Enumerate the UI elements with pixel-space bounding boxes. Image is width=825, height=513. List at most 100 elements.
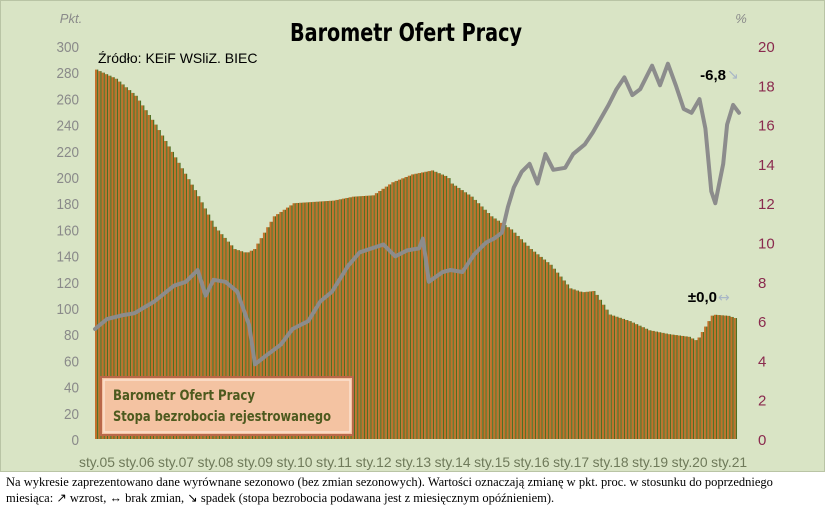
bar (262, 232, 265, 439)
bar (615, 316, 618, 439)
bar (723, 315, 726, 439)
bar (325, 201, 328, 439)
bar-stripe (485, 209, 487, 439)
bar (536, 254, 539, 439)
bar-stripe (554, 268, 556, 439)
bar (519, 239, 522, 439)
bar-stripe (353, 196, 356, 439)
left-tick-label: 60 (64, 353, 79, 370)
bar (486, 213, 489, 439)
bar-stripe (113, 77, 115, 439)
bar (480, 206, 483, 439)
right-tick-label: 4 (758, 353, 766, 370)
bar (401, 178, 404, 439)
bar-stripe (722, 315, 724, 439)
bar (335, 199, 338, 439)
x-tick-label: sty.06 (119, 454, 155, 470)
right-tick-label: 0 (758, 432, 766, 449)
bar (671, 334, 674, 439)
bar-stripe (735, 318, 738, 439)
bar-stripe (97, 69, 99, 439)
left-tick-label: 300 (57, 39, 80, 56)
bar (302, 202, 305, 439)
bar (144, 110, 147, 439)
bar-stripe (436, 171, 438, 439)
bar-stripe (432, 170, 435, 439)
bar-stripe (564, 280, 566, 439)
bar-stripe (327, 201, 329, 439)
bar (338, 199, 341, 439)
bar-stripe (525, 242, 527, 439)
bar (177, 162, 180, 439)
bar (490, 216, 493, 439)
bar (183, 173, 186, 439)
bar-stripe (116, 78, 119, 439)
bar-stripe (162, 135, 165, 439)
bar (555, 272, 558, 439)
bar (203, 208, 206, 439)
bar (220, 234, 223, 439)
x-tick-label: sty.13 (395, 454, 431, 470)
bar-stripe (370, 195, 372, 439)
bar-stripe (508, 227, 510, 439)
bar (552, 268, 555, 439)
bar (523, 242, 526, 439)
right-tick-label: 8 (758, 275, 766, 292)
bar-stripe (455, 185, 458, 439)
bar-stripe (284, 209, 286, 439)
x-tick-label: sty.14 (435, 454, 471, 470)
bar-stripe (120, 81, 122, 439)
bar (355, 196, 358, 439)
bar-stripe (185, 173, 188, 439)
bar-stripe (268, 227, 270, 439)
bar (351, 196, 354, 439)
bar (506, 227, 509, 439)
bar-stripe (297, 202, 300, 439)
bar-stripe (373, 195, 375, 439)
bar-stripe (538, 254, 540, 439)
bar-stripe (557, 272, 560, 439)
bar-stripe (406, 177, 408, 439)
bar-stripe (324, 201, 326, 439)
bar (226, 241, 229, 439)
bar-stripe (126, 87, 128, 439)
bar (463, 192, 466, 439)
bar (707, 321, 710, 439)
bar (272, 216, 275, 439)
bar (559, 276, 562, 439)
bar (493, 218, 496, 439)
bar (644, 328, 647, 439)
bar (618, 317, 621, 439)
bar-stripe (495, 218, 497, 439)
bar-stripe (656, 331, 659, 439)
bar (154, 124, 157, 439)
bar-stripe (666, 333, 668, 439)
bar-stripe (511, 229, 514, 439)
bar-stripe (653, 330, 655, 439)
bar (289, 205, 292, 439)
bar-end-arrow: ↔ (718, 290, 730, 306)
bar (467, 194, 470, 439)
bar (470, 196, 473, 439)
bar-stripe (581, 291, 583, 439)
bar-stripe (212, 220, 214, 439)
bar (634, 324, 637, 439)
left-tick-label: 80 (64, 327, 79, 344)
bar-stripe (422, 172, 425, 440)
bar-stripe (597, 294, 599, 439)
bar-stripe (393, 182, 395, 440)
bar (124, 87, 127, 439)
bar-stripe (643, 327, 645, 439)
bar (134, 95, 137, 439)
bar (141, 105, 144, 439)
bar (483, 209, 486, 439)
bar (658, 332, 661, 439)
bar-stripe (133, 92, 135, 439)
bar-stripe (357, 196, 359, 439)
bar (651, 330, 654, 439)
bar (315, 201, 318, 439)
bar (496, 220, 499, 439)
legend-item-barometer: Barometr Ofert Pracy (113, 388, 255, 404)
bar-stripe (630, 321, 632, 439)
bar-stripe (706, 326, 708, 439)
